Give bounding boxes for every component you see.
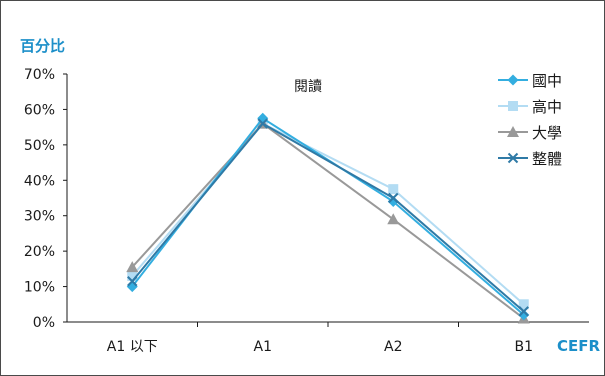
series-國中 bbox=[126, 112, 530, 321]
legend-marker bbox=[507, 152, 519, 164]
data-point bbox=[126, 261, 139, 273]
y-tick-label: 0% bbox=[33, 315, 55, 331]
y-tick-label: 40% bbox=[24, 173, 55, 189]
series-line bbox=[131, 122, 525, 306]
series-line bbox=[131, 122, 525, 320]
data-point bbox=[387, 196, 399, 208]
y-tick-label: 60% bbox=[24, 102, 55, 118]
x-tick-label: A1 以下 bbox=[107, 339, 158, 355]
x-tick-label: B1 bbox=[514, 339, 533, 355]
y-tick-label: 10% bbox=[24, 280, 55, 296]
legend-marker bbox=[507, 74, 519, 86]
legend-marker bbox=[507, 126, 519, 137]
data-point bbox=[388, 184, 399, 195]
series-line bbox=[131, 116, 525, 316]
series-group bbox=[126, 112, 530, 324]
legend-item: 高中 bbox=[498, 98, 562, 116]
data-point bbox=[127, 270, 138, 281]
x-tick-label: A2 bbox=[384, 339, 402, 355]
legend-item: 大學 bbox=[498, 124, 562, 142]
y-axis-title: 百分比 bbox=[20, 37, 65, 55]
data-point bbox=[257, 118, 268, 129]
legend-label: 高中 bbox=[532, 98, 562, 116]
data-point bbox=[518, 309, 530, 321]
legend-label: 整體 bbox=[532, 150, 562, 168]
data-point bbox=[127, 276, 138, 287]
y-tick-label: 20% bbox=[24, 244, 55, 260]
chart-title: 閱讀 bbox=[294, 79, 322, 95]
data-point bbox=[387, 213, 400, 225]
data-point bbox=[388, 192, 399, 204]
y-tick-label: 30% bbox=[24, 209, 55, 225]
data-point bbox=[518, 306, 529, 317]
x-tick-label: A1 bbox=[254, 339, 272, 355]
series-整體 bbox=[127, 118, 529, 317]
series-大學 bbox=[126, 117, 530, 324]
y-tick-label: 70% bbox=[24, 67, 55, 83]
series-line bbox=[131, 122, 525, 313]
legend-item: 整體 bbox=[498, 150, 562, 168]
x-axis-title: CEFR bbox=[557, 337, 601, 355]
legend-label: 大學 bbox=[532, 124, 562, 142]
legend-label: 國中 bbox=[532, 72, 562, 90]
data-point bbox=[518, 299, 529, 310]
legend-item: 國中 bbox=[498, 72, 562, 90]
y-tick-label: 50% bbox=[24, 138, 55, 154]
axes: 0% 10% 20% 30% 40% 50% 60% 70% A1 以下 A1 A2 B1 bbox=[24, 67, 589, 355]
legend-marker bbox=[508, 101, 518, 111]
